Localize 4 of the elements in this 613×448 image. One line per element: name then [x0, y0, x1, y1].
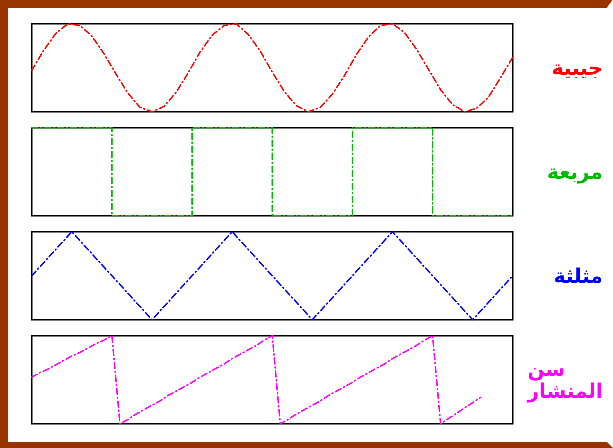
text: مربعة: [547, 160, 604, 184]
text: مثلثة: [554, 264, 604, 288]
series-label: جيبية: [552, 56, 604, 80]
text: سن المنشار: [526, 357, 603, 403]
